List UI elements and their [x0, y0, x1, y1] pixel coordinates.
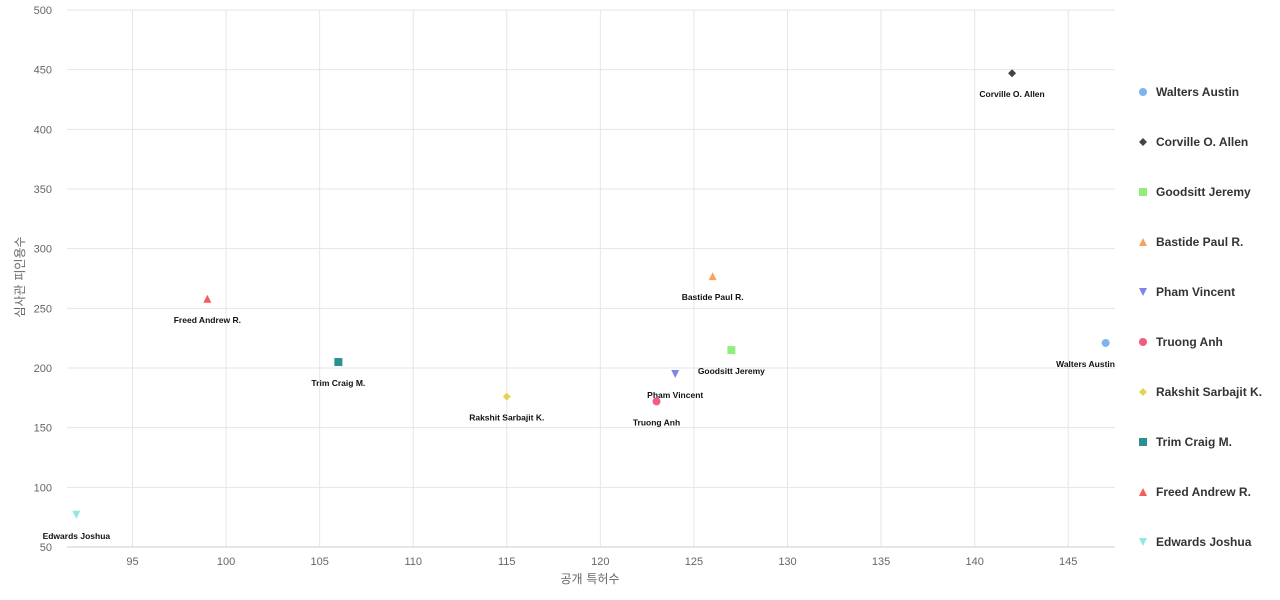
data-label: Rakshit Sarbajit K. [469, 413, 544, 423]
legend-label: Corville O. Allen [1156, 135, 1248, 149]
data-label: Freed Andrew R. [174, 315, 241, 325]
y-tick-label: 400 [34, 124, 52, 136]
legend-marker [1139, 188, 1147, 196]
data-point [708, 272, 717, 281]
legend-label: Pham Vincent [1156, 285, 1235, 299]
x-tick-label: 145 [1059, 556, 1077, 568]
x-tick-label: 110 [404, 556, 422, 568]
legend-label: Rakshit Sarbajit K. [1156, 385, 1262, 399]
x-tick-label: 120 [591, 556, 609, 568]
legend-marker [1139, 288, 1147, 296]
grid [67, 9, 1115, 548]
y-tick-label: 300 [34, 244, 52, 256]
legend-marker [1139, 238, 1147, 246]
x-tick-label: 130 [778, 556, 796, 568]
legend-label: Edwards Joshua [1156, 535, 1252, 549]
x-tick-label: 135 [872, 556, 890, 568]
data-point [652, 397, 661, 406]
data-label: Truong Anh [633, 417, 680, 427]
y-tick-label: 200 [34, 363, 52, 375]
y-tick-label: 500 [34, 5, 52, 17]
legend-marker [1139, 538, 1147, 546]
y-tick-label: 250 [34, 303, 52, 315]
data-label: Walters Austin [1056, 359, 1115, 369]
data-label: Pham Vincent [647, 390, 703, 400]
data-point [727, 346, 736, 355]
data-point [334, 358, 343, 367]
y-tick-label: 150 [34, 423, 52, 435]
y-axis-title: 심사관 피인용수 [13, 236, 27, 317]
legend-marker [1139, 338, 1147, 346]
legend-label: Trim Craig M. [1156, 435, 1232, 449]
legend-label: Walters Austin [1156, 85, 1239, 99]
data-label: Goodsitt Jeremy [698, 366, 765, 376]
legend-marker [1139, 388, 1147, 396]
x-tick-label: 140 [965, 556, 983, 568]
data-label: Corville O. Allen [979, 89, 1044, 99]
y-tick-label: 450 [34, 65, 52, 77]
data-point [502, 392, 511, 401]
legend-marker [1139, 488, 1147, 496]
x-tick-label: 100 [217, 556, 235, 568]
legend-label: Truong Anh [1156, 335, 1223, 349]
y-tick-label: 100 [34, 482, 52, 494]
data-label: Edwards Joshua [43, 531, 111, 541]
legend-label: Goodsitt Jeremy [1156, 185, 1251, 199]
data-point [1008, 69, 1017, 78]
data-point [1101, 338, 1110, 347]
data-label: Trim Craig M. [311, 378, 365, 388]
y-tick-label: 50 [40, 542, 52, 554]
data-point [72, 510, 81, 519]
legend-label: Bastide Paul R. [1156, 235, 1243, 249]
x-tick-label: 115 [498, 556, 516, 568]
x-tick-label: 105 [310, 556, 328, 568]
y-tick-label: 350 [34, 184, 52, 196]
x-axis-title: 공개 특허수 [560, 572, 619, 586]
plot-area: Walters Austin Corville O. Allen Goodsitt … [43, 69, 1115, 541]
data-label: Bastide Paul R. [682, 292, 744, 302]
legend-marker [1139, 438, 1147, 446]
legend-marker [1139, 88, 1147, 96]
x-tick-label: 125 [685, 556, 703, 568]
data-point [671, 369, 680, 378]
legend-label: Freed Andrew R. [1156, 485, 1251, 499]
legend: Walters Austin Corville O. Allen Goodsitt … [1139, 85, 1262, 549]
axes: 50 100 150 200 250 300 350 400 450 500 95 100 105 110… [34, 5, 1115, 568]
x-tick-label: 95 [126, 556, 138, 568]
data-point [203, 294, 212, 303]
legend-marker [1139, 138, 1147, 146]
